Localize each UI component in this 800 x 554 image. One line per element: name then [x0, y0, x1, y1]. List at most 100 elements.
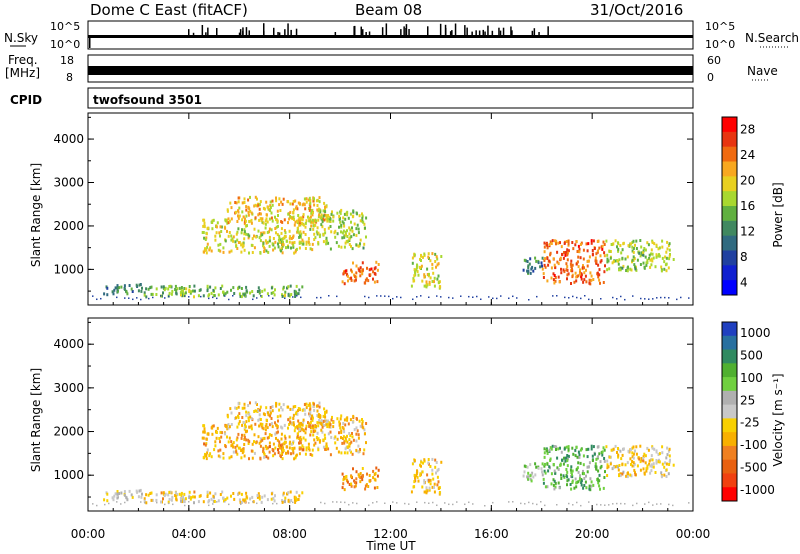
power-pixel — [270, 228, 273, 232]
power-pixel — [524, 259, 527, 263]
power-pixel — [259, 234, 262, 238]
velocity-pixel — [230, 455, 233, 459]
power-band-dot — [436, 295, 438, 297]
velocity-pixel — [621, 453, 624, 457]
velocity-band-dot — [180, 501, 182, 503]
power-pixel — [414, 270, 416, 274]
power-pixel — [425, 285, 428, 289]
power-pixel — [238, 214, 241, 218]
power-pixel — [280, 227, 283, 231]
velocity-pixel — [248, 440, 251, 444]
nsky-spike — [334, 32, 337, 36]
velocity-pixel — [296, 498, 299, 502]
velocity-pixel — [341, 441, 344, 445]
velocity-pixel — [307, 442, 310, 446]
power-pixel — [413, 268, 416, 272]
power-band-dot — [272, 297, 274, 300]
velocity-pixel — [274, 446, 277, 450]
velocity-pixel — [184, 497, 187, 501]
power-band-dot — [488, 296, 490, 298]
power-pixel — [614, 259, 617, 263]
power-pixel — [273, 246, 276, 250]
velocity-pixel — [578, 455, 581, 459]
power-pixel — [228, 250, 231, 254]
power-pixel — [212, 218, 215, 222]
power-pixel — [243, 230, 246, 234]
power-pixel — [431, 262, 434, 266]
nsky-spike — [239, 29, 242, 36]
power-pixel — [619, 268, 622, 272]
velocity-band-dot — [276, 502, 278, 505]
velocity-pixel — [316, 431, 319, 435]
power-pixel — [590, 274, 593, 278]
velocity-pixel — [575, 481, 578, 485]
power-pixel — [243, 222, 246, 226]
power-colorbar-tick: 8 — [740, 250, 748, 264]
power-pixel — [228, 231, 231, 234]
power-pixel — [552, 272, 555, 276]
velocity-pixel — [357, 444, 360, 448]
power-pixel — [644, 255, 647, 259]
velocity-pixel — [616, 451, 618, 454]
power-panel-data — [92, 195, 690, 301]
velocity-pixel — [429, 478, 432, 482]
power-pixel — [300, 232, 303, 236]
power-pixel — [642, 249, 645, 253]
power-pixel — [280, 231, 283, 235]
power-pixel — [347, 279, 349, 283]
velocity-pixel — [310, 426, 313, 430]
power-pixel — [281, 237, 284, 241]
velocity-pixel — [199, 494, 202, 498]
velocity-pixel — [546, 485, 549, 489]
velocity-pixel — [331, 415, 333, 419]
power-pixel — [632, 255, 635, 259]
power-pixel — [550, 242, 553, 245]
velocity-pixel — [193, 490, 196, 494]
power-pixel — [346, 235, 349, 238]
power-pixel — [357, 227, 360, 231]
velocity-pixel — [249, 401, 251, 405]
power-pixel — [247, 210, 250, 214]
power-band-dot — [564, 296, 566, 299]
velocity-pixel — [299, 425, 302, 428]
velocity-region-9 — [541, 444, 606, 492]
power-pixel — [219, 249, 222, 253]
power-pixel — [270, 211, 273, 215]
velocity-pixel — [272, 442, 275, 446]
power-pixel — [647, 243, 650, 247]
power-region-6 — [341, 260, 380, 286]
velocity-pixel — [630, 463, 632, 466]
velocity-pixel — [569, 483, 572, 486]
power-pixel — [338, 215, 341, 218]
power-pixel — [241, 201, 244, 205]
velocity-pixel — [294, 456, 297, 460]
velocity-pixel — [354, 480, 356, 484]
velocity-pixel — [560, 450, 563, 454]
power-pixel — [251, 237, 254, 241]
velocity-pixel — [150, 498, 153, 502]
power-pixel — [269, 206, 272, 209]
power-pixel — [211, 220, 213, 224]
velocity-pixel — [343, 477, 346, 481]
velocity-pixel — [253, 440, 255, 444]
velocity-band-dot — [124, 501, 126, 504]
power-pixel — [592, 239, 595, 243]
power-pixel — [608, 267, 611, 271]
velocity-pixel — [175, 494, 178, 498]
velocity-band-dot — [356, 502, 358, 505]
velocity-pixel — [215, 436, 218, 440]
power-pixel — [294, 220, 297, 224]
power-pixel — [640, 251, 643, 255]
power-pixel — [237, 209, 239, 213]
velocity-pixel — [250, 427, 253, 431]
power-pixel — [359, 242, 361, 246]
power-pixel — [338, 225, 340, 229]
power-pixel — [629, 267, 632, 271]
velocity-pixel — [292, 441, 294, 445]
power-pixel — [655, 255, 658, 259]
velocity-pixel — [259, 457, 262, 461]
freq-tick-high: 18 — [60, 54, 74, 67]
velocity-pixel — [372, 476, 375, 480]
velocity-pixel — [258, 495, 261, 499]
velocity-pixel — [557, 447, 560, 451]
